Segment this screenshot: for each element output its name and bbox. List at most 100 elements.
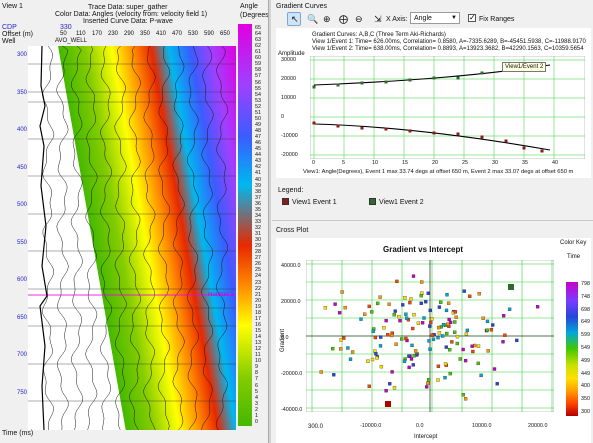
cross-plot-point bbox=[407, 365, 411, 370]
offset-tick: 410 bbox=[156, 31, 167, 37]
zoom-box-icon: ⊕ bbox=[323, 14, 331, 24]
event-1-point bbox=[456, 132, 460, 136]
color-key-tick: 599 bbox=[581, 332, 590, 339]
cross-y-tick: -20000.0 bbox=[281, 371, 303, 377]
cross-plot-point bbox=[340, 290, 344, 294]
cross-plot-point bbox=[331, 346, 335, 351]
cross-plot-point bbox=[373, 335, 378, 340]
time-color-bar bbox=[566, 282, 578, 416]
horizon-label: Horizon 1 bbox=[208, 292, 234, 298]
angle-tick: 0 bbox=[255, 418, 258, 425]
cross-plot-point bbox=[392, 386, 397, 390]
cross-plot-chart bbox=[306, 260, 554, 412]
angle-tick: 24 bbox=[255, 273, 261, 280]
cross-plot-section-title: Cross Plot bbox=[276, 227, 309, 234]
cross-plot-point bbox=[443, 375, 447, 380]
cross-plot-point bbox=[430, 317, 434, 321]
cross-plot-point bbox=[476, 361, 480, 366]
angle-tick: 39 bbox=[255, 182, 261, 189]
select-tool-button[interactable]: ↖ bbox=[287, 12, 301, 26]
zoom-box-button[interactable]: ⊕ bbox=[320, 12, 334, 26]
cross-plot-point bbox=[431, 337, 436, 341]
time-tick: 500 bbox=[17, 202, 28, 208]
cross-y-tick: -40000.0 bbox=[281, 407, 303, 413]
angle-tick: 38 bbox=[255, 188, 261, 195]
cross-plot-point bbox=[333, 302, 337, 306]
cross-plot-point bbox=[458, 357, 462, 361]
cross-x-tick: 0.0 bbox=[416, 423, 424, 429]
cross-plot-point bbox=[453, 330, 457, 334]
cross-plot-point bbox=[397, 314, 401, 319]
cross-plot-point bbox=[370, 310, 374, 314]
cross-x-tick: 10000.0 bbox=[472, 423, 492, 429]
zoom-in-button[interactable]: ⨁ bbox=[336, 12, 350, 26]
angle-tick: 21 bbox=[255, 291, 261, 298]
color-key-tick: 400 bbox=[581, 383, 590, 390]
time-tick: 400 bbox=[17, 127, 28, 133]
cross-plot-point bbox=[374, 352, 378, 356]
cross-plot-point bbox=[376, 301, 380, 306]
seismic-trace bbox=[99, 46, 113, 430]
cross-plot-point bbox=[400, 337, 404, 341]
event-1-point bbox=[432, 131, 436, 135]
angle-tick: 18 bbox=[255, 309, 261, 316]
color-key-tick: 698 bbox=[581, 306, 590, 313]
cross-plot-point bbox=[339, 338, 343, 342]
angle-tick: 57 bbox=[255, 73, 261, 80]
cross-plot-point bbox=[404, 336, 408, 341]
angle-tick: 8 bbox=[255, 370, 258, 377]
cdp-label: CDP bbox=[2, 24, 17, 31]
seismic-trace bbox=[85, 46, 98, 430]
cross-plot-point bbox=[437, 331, 442, 335]
fix-ranges-checkbox[interactable] bbox=[468, 13, 476, 22]
cross-plot-point bbox=[378, 295, 382, 299]
cross-plot-point bbox=[404, 312, 408, 316]
x-axis-select[interactable]: Angle ▼ bbox=[410, 12, 460, 24]
color-key-tick: 748 bbox=[581, 293, 590, 300]
cross-plot-point bbox=[420, 321, 425, 325]
event-1-point bbox=[504, 139, 508, 143]
zoom-out-button[interactable]: ⊖ bbox=[352, 12, 366, 26]
cross-plot-point bbox=[416, 321, 421, 325]
angle-tick: 62 bbox=[255, 43, 261, 50]
cross-plot-point bbox=[392, 313, 396, 317]
event-1-point bbox=[540, 149, 544, 153]
angle-tick: 60 bbox=[255, 55, 261, 62]
fix-ranges-label: Fix Ranges bbox=[479, 16, 515, 23]
seismic-trace bbox=[70, 46, 84, 430]
seismic-trace bbox=[186, 46, 200, 430]
angle-tick: 44 bbox=[255, 152, 261, 159]
cross-plot-point bbox=[379, 364, 384, 369]
event-2-point bbox=[384, 80, 388, 84]
color-key-tick: 350 bbox=[581, 396, 590, 403]
axis-settings-button[interactable]: ⇲ bbox=[370, 12, 384, 26]
cross-plot-point bbox=[319, 370, 323, 374]
cross-plot-point bbox=[390, 370, 394, 374]
cross-plot-point bbox=[394, 342, 398, 346]
angle-tick: 37 bbox=[255, 194, 261, 201]
cross-plot-point bbox=[403, 296, 407, 300]
color-key-unit: Time bbox=[567, 254, 581, 260]
angle-tick: 46 bbox=[255, 140, 261, 147]
panel-divider[interactable] bbox=[268, 0, 271, 443]
angle-tick: 40 bbox=[255, 176, 261, 183]
angle-tick: 22 bbox=[255, 285, 261, 292]
event-2-point bbox=[480, 71, 484, 75]
cross-plot-point bbox=[444, 345, 448, 349]
axis-icon: ⇲ bbox=[374, 14, 382, 24]
cross-plot-point bbox=[410, 343, 414, 348]
cross-plot-point bbox=[436, 335, 440, 340]
event-1-point bbox=[312, 121, 316, 125]
cross-plot-point bbox=[454, 315, 458, 319]
cross-plot-point bbox=[445, 331, 449, 336]
angle-tick: 63 bbox=[255, 37, 261, 44]
cross-x-left-label: 300.0 bbox=[308, 424, 324, 430]
gradient-tooltip: View1/Event 2 bbox=[502, 62, 547, 72]
cross-plot-point bbox=[461, 347, 465, 352]
cross-plot-point bbox=[455, 341, 459, 346]
zoom-button[interactable]: 🔍 bbox=[304, 12, 318, 26]
cross-plot-point bbox=[411, 326, 415, 331]
angle-tick: 25 bbox=[255, 267, 261, 274]
angle-tick: 31 bbox=[255, 231, 261, 238]
cross-plot-point bbox=[491, 323, 495, 327]
